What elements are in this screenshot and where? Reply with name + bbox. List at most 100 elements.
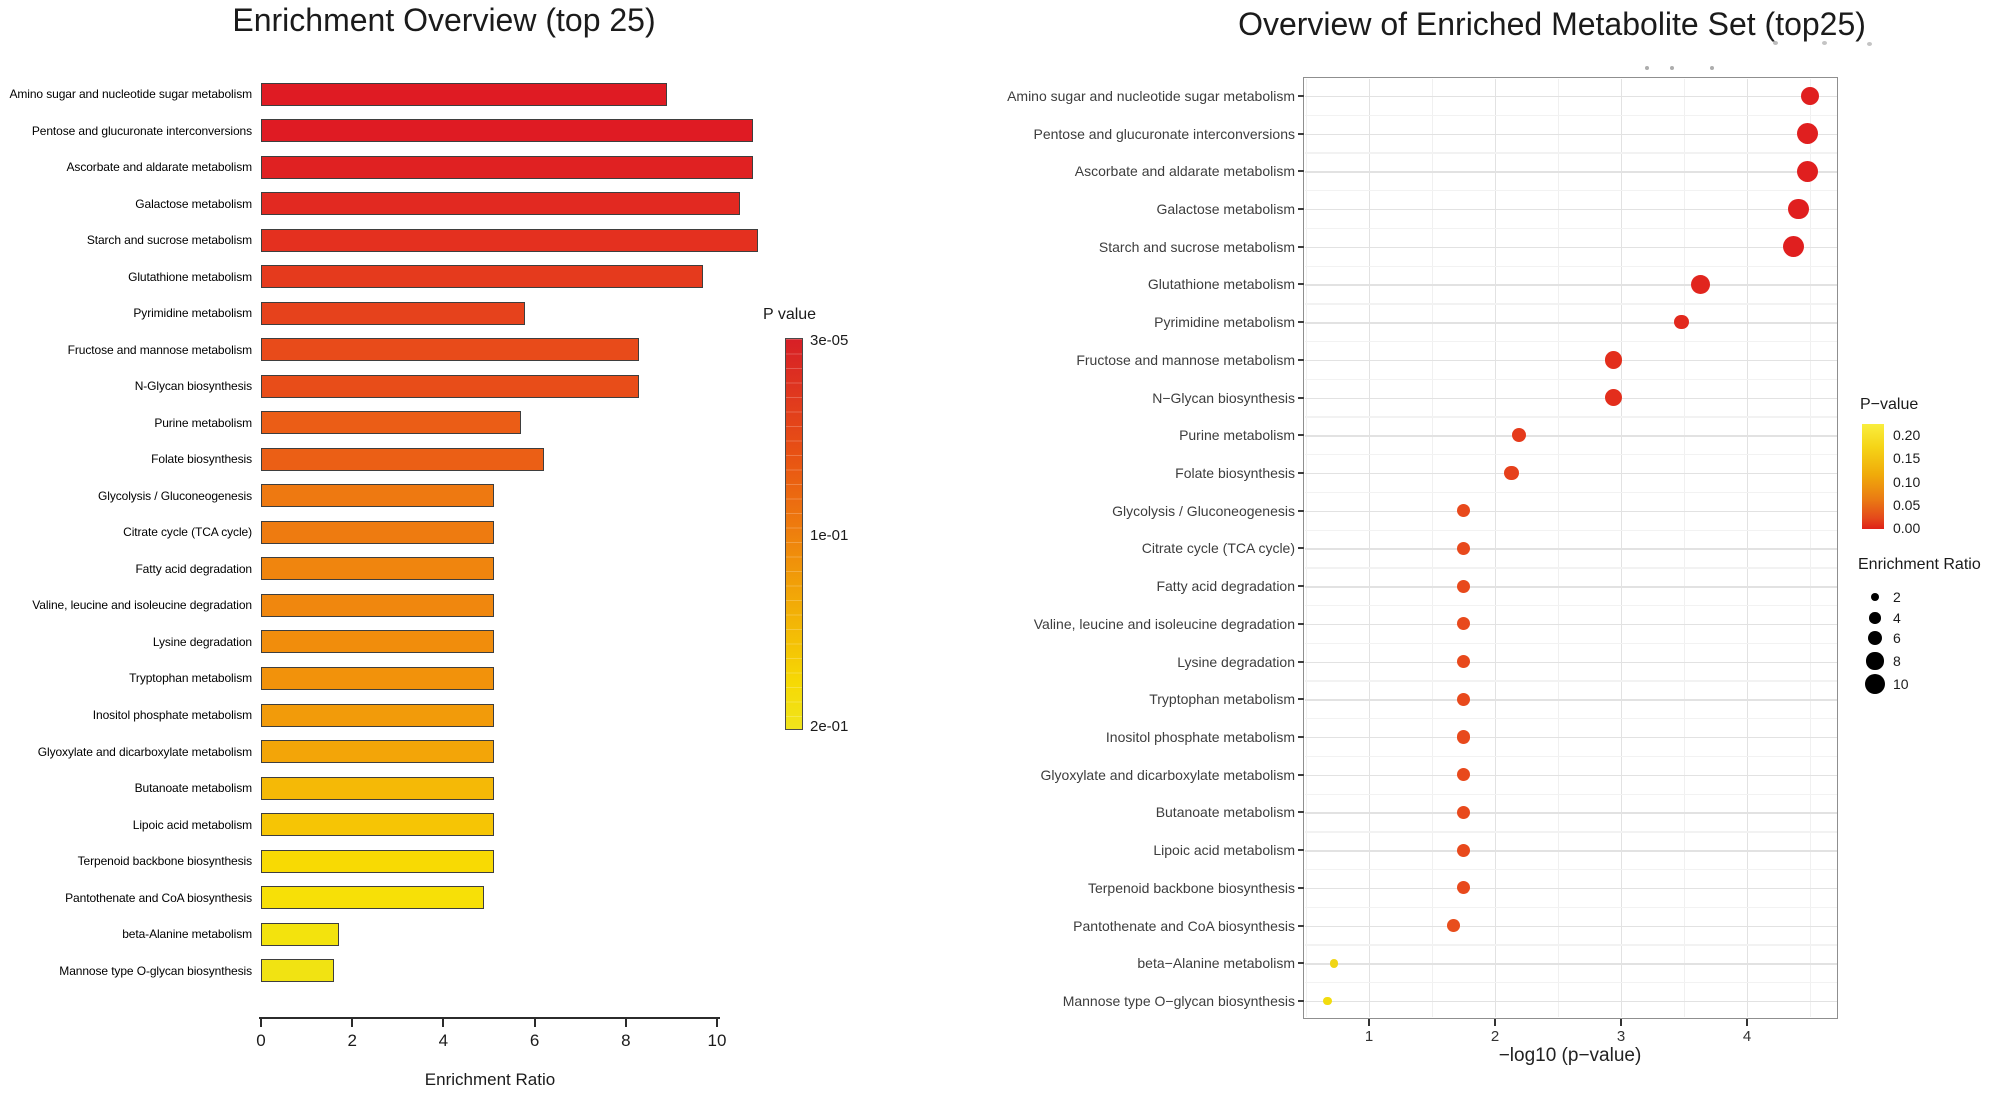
gridline-horizontal-minor [1304,152,1837,154]
x-axis-tick-label: 2 [347,1031,357,1050]
category-label: Inositol phosphate metabolism [1105,729,1295,746]
bar [261,886,485,910]
gridline-vertical-minor [1306,78,1308,1017]
category-label: Pentose and glucuronate interconversions [1033,125,1295,142]
gridline-horizontal-major [1304,397,1837,399]
category-label: Ascorbate and aldarate metabolism [66,160,253,175]
x-axis-tick [442,1018,445,1027]
x-axis-tick-label: 8 [621,1031,631,1050]
category-label: Pyrimidine metabolism [1154,314,1295,331]
left-x-axis-line [259,1017,720,1019]
data-point-dot [1504,465,1519,481]
gridline-vertical-major [1495,78,1497,1017]
enrichment-ratio-legend-title: Enrichment Ratio [1858,556,1981,573]
gridline-vertical-minor [1684,78,1686,1017]
category-label: Purine metabolism [1179,427,1295,444]
data-point-dot [1456,805,1471,820]
gridline-horizontal-major [1304,699,1837,701]
x-axis-tick-label: 2 [1490,1028,1500,1045]
gridline-horizontal-minor [1304,341,1837,343]
left-pvalue-colorbar [785,338,803,730]
y-axis-tick [1297,962,1304,965]
bar [261,411,521,435]
category-label: Lysine degradation [152,634,252,649]
dot-plot-panel [1303,77,1838,1019]
data-point-dot [1690,274,1711,295]
x-axis-tick-label: 1 [1364,1028,1374,1045]
data-point-dot [1456,541,1471,556]
category-label: Purine metabolism [154,415,252,430]
gridline-horizontal-major [1304,774,1837,777]
pvalue-legend-label: 0.15 [1893,450,1921,467]
bar [261,265,704,289]
bar [261,82,667,106]
x-axis-tick-label: 4 [438,1031,449,1050]
bar [261,666,494,690]
category-label: beta-Alanine metabolism [122,927,252,942]
data-point-dot [1456,730,1471,744]
bar [261,740,494,764]
category-label: Tryptophan metabolism [1149,691,1295,708]
x-axis-tick [351,1018,354,1027]
gridline-horizontal-major [1304,510,1837,513]
gridline-horizontal-minor [1304,642,1837,644]
category-label: Butanoate metabolism [134,781,253,796]
gridline-horizontal-major [1304,925,1837,928]
bar [261,813,494,837]
pvalue-legend-label: 0.10 [1893,473,1921,490]
pvalue-legend-label: 0.20 [1893,427,1921,443]
x-axis-tick-label: 0 [256,1031,266,1050]
category-label: Amino sugar and nucleotide sugar metabol… [9,87,252,101]
y-axis-tick [1297,434,1304,437]
y-axis-tick [1297,585,1304,588]
category-label: Lysine degradation [1177,653,1295,670]
gridline-vertical-major [1747,78,1749,1017]
bar [261,484,494,508]
gridline-horizontal-minor [1304,869,1837,871]
gridline-horizontal-major [1304,246,1837,249]
gridline-horizontal-major [1304,850,1837,852]
category-label: Starch and sucrose metabolism [86,233,252,248]
category-label: Glycolysis / Gluconeogenesis [1112,502,1295,519]
gridline-horizontal-minor [1304,491,1837,494]
x-axis-tick-label: 10 [707,1031,727,1050]
size-legend-circle [1869,612,1881,624]
pvalue-legend-label: 0.00 [1893,520,1921,536]
y-axis-tick [1297,547,1304,550]
bar [261,520,494,544]
gridline-horizontal-minor [1304,265,1837,267]
category-label: Fatty acid degradation [135,561,252,576]
gridline-horizontal-minor [1304,114,1837,116]
category-label: Galactose metabolism [135,196,252,211]
gridline-horizontal-minor [1304,454,1837,456]
x-axis-tick [1494,1018,1496,1026]
y-axis-tick [1297,773,1304,776]
x-axis-tick [1368,1018,1370,1026]
bar [261,338,640,362]
category-label: beta−Alanine metabolism [1137,955,1295,972]
bar [261,155,754,179]
y-axis-tick [1297,283,1304,286]
size-legend-circle [1867,630,1883,646]
category-label: Pentose and glucuronate interconversions [31,123,252,138]
x-axis-tick-label: 6 [529,1031,540,1050]
gridline-horizontal-major [1304,209,1837,211]
size-legend-label: 2 [1893,589,1901,605]
data-point-dot [1446,919,1460,933]
bar [261,776,494,800]
category-label: N-Glycan biosynthesis [134,379,252,394]
gridline-horizontal-major [1304,737,1837,739]
y-axis-tick [1297,736,1304,739]
bar [261,119,754,143]
size-legend-circle [1865,674,1885,694]
gridline-horizontal-minor [1304,190,1837,192]
y-axis-tick [1297,660,1304,663]
gridline-horizontal-major [1304,586,1837,588]
x-axis-tick [1620,1018,1622,1026]
category-label: Fructose and mannose metabolism [1076,351,1295,368]
gridline-horizontal-major [1304,623,1837,626]
gridline-horizontal-minor [1304,303,1837,305]
artifact-dot [1710,66,1714,70]
category-label: Glyoxylate and dicarboxylate metabolism [1040,766,1295,783]
